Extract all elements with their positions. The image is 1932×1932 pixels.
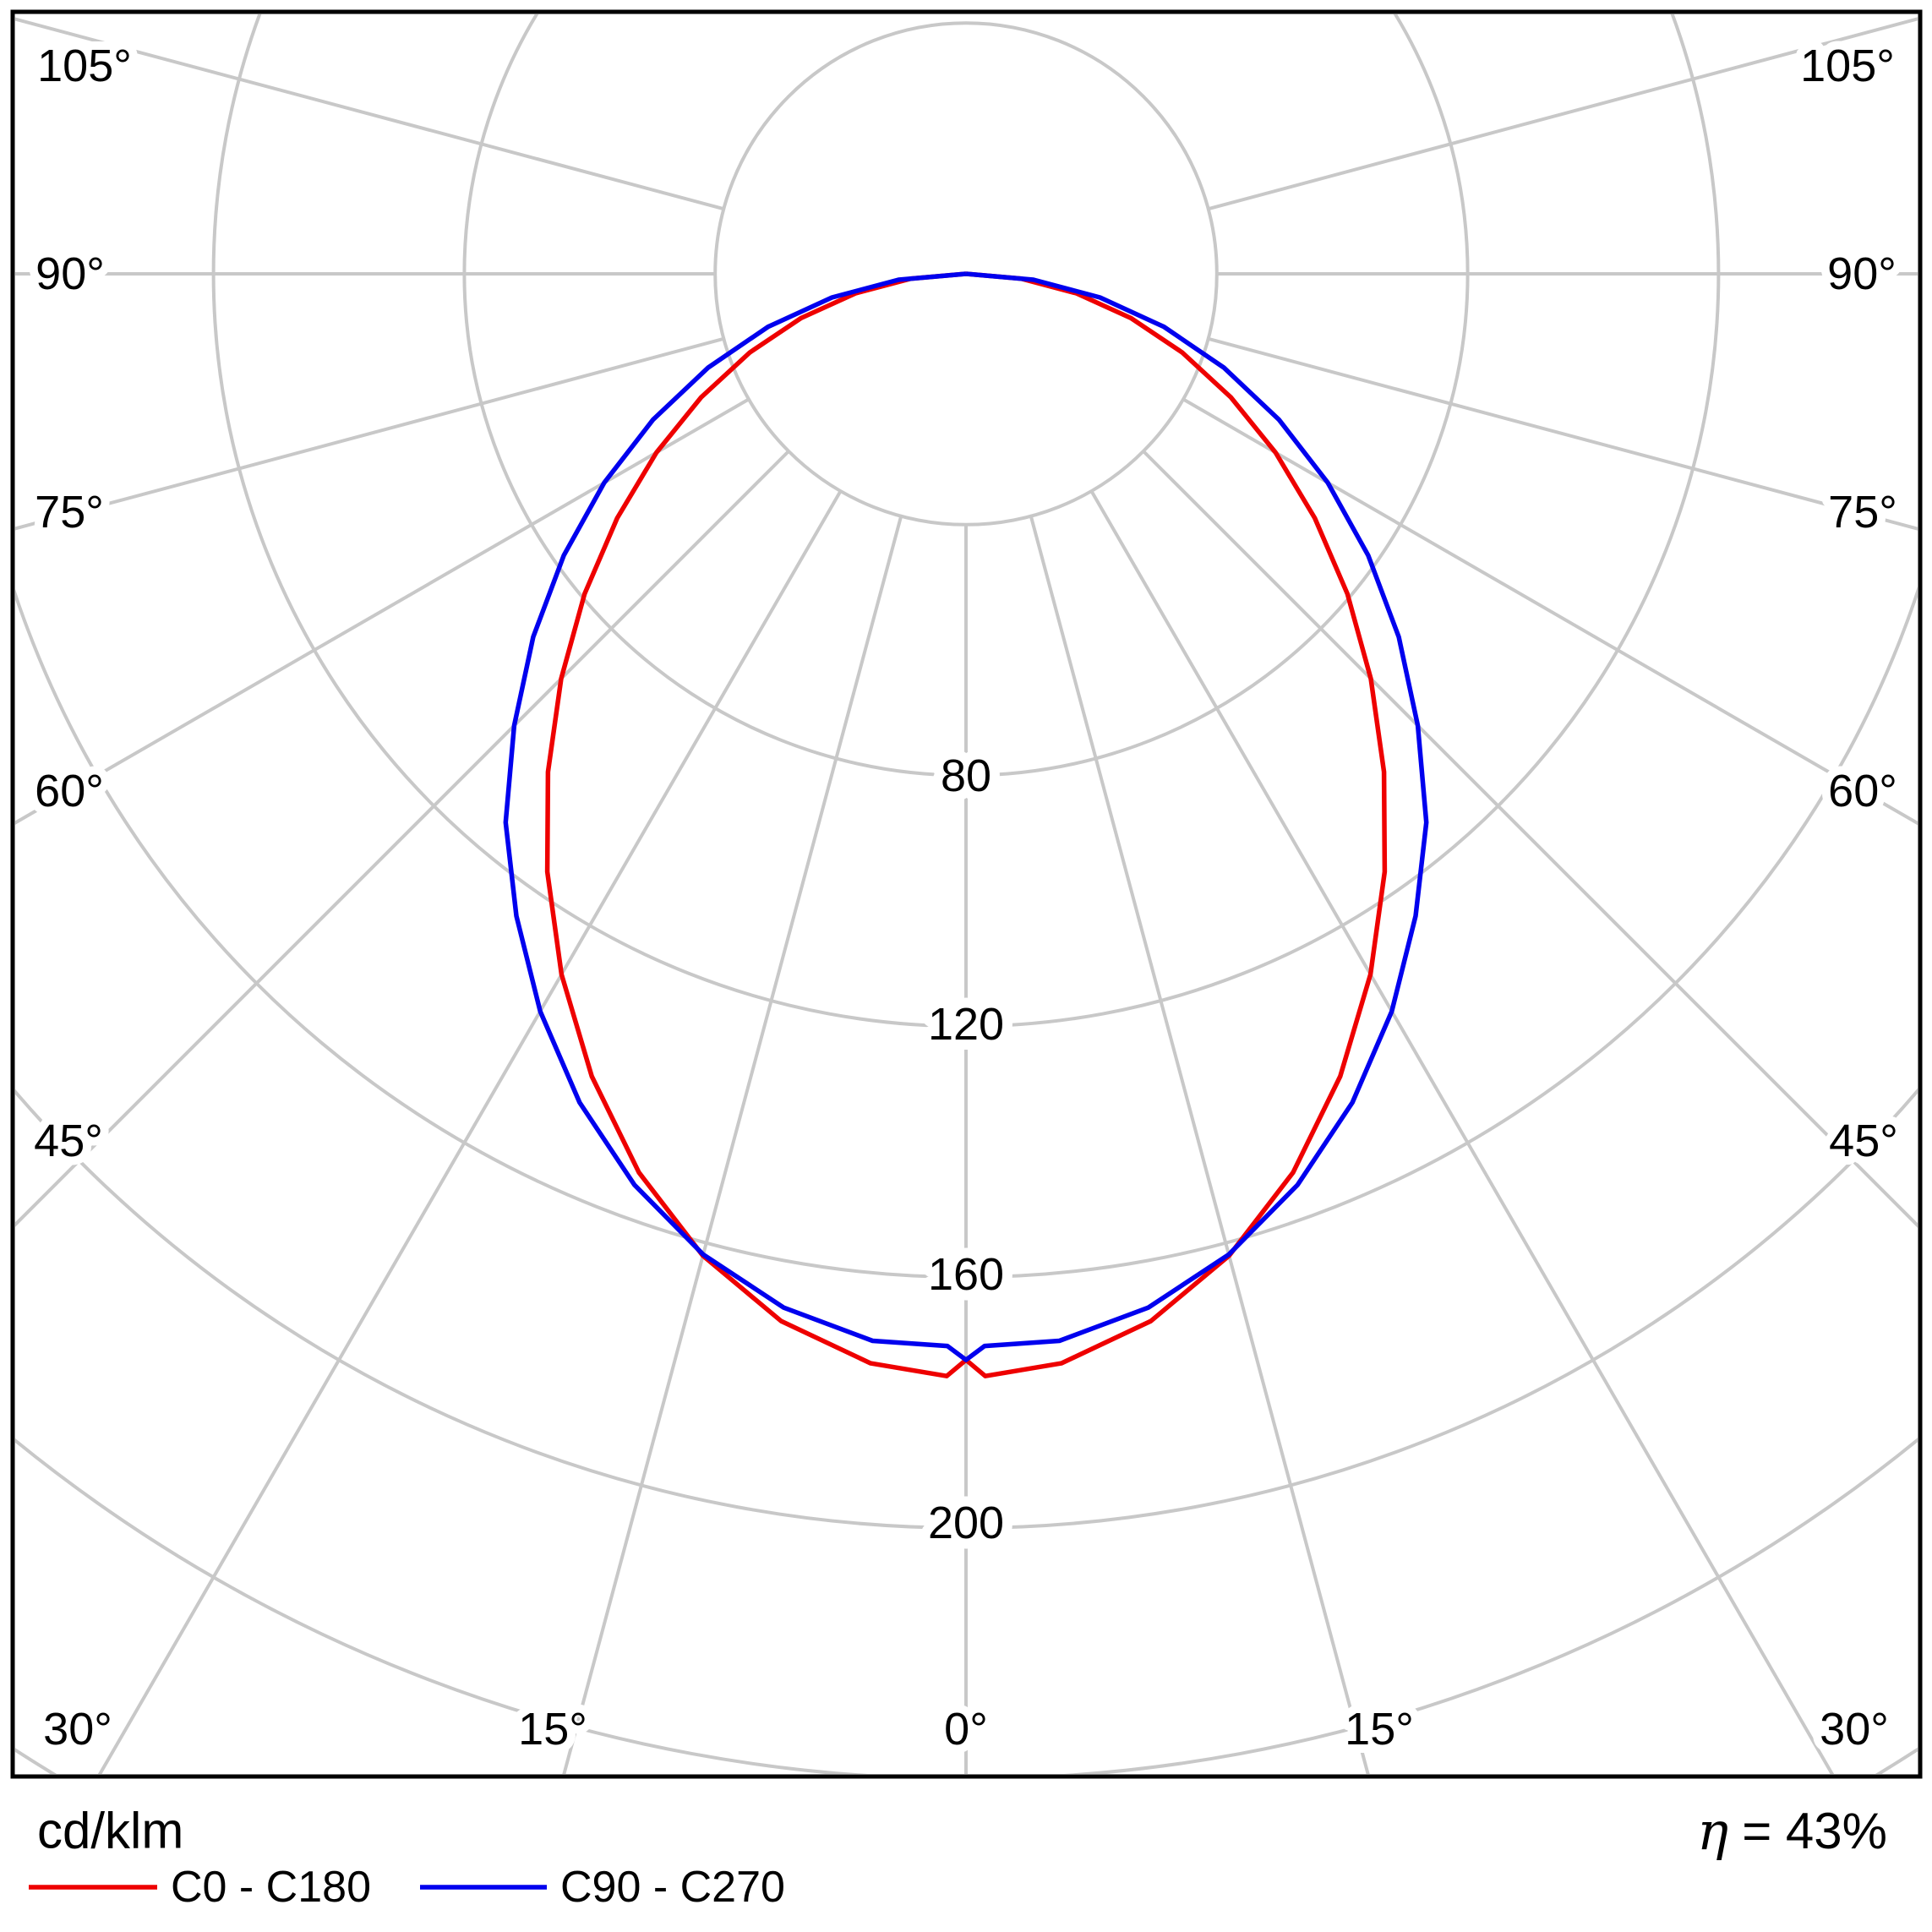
angle-tick-label: 90° [1827, 248, 1897, 299]
angle-tick-label: 30° [1820, 1704, 1889, 1755]
angle-tick-label: 15° [518, 1704, 587, 1755]
eta-symbol: η [1697, 1800, 1728, 1862]
grid-ray-60 [1182, 397, 1918, 826]
angle-tick-label: 0° [944, 1704, 988, 1755]
radial-tick-label: 80 [941, 750, 991, 801]
grid-ray-45 [1142, 450, 1918, 1228]
angle-tick-label: 15° [1345, 1704, 1414, 1755]
grid-ray--75 [15, 336, 724, 531]
grid-ray-30 [1089, 490, 1835, 1774]
angle-tick-label: 105° [1800, 41, 1895, 91]
angle-tick-label: 75° [1828, 487, 1897, 538]
grid-ray-105 [1208, 17, 1918, 211]
curves-layer [503, 271, 1429, 1378]
grid-ray--60 [15, 397, 750, 825]
curve-c90-c270 [503, 271, 1429, 1362]
efficiency-label: η = 43% [1697, 1800, 1887, 1862]
angle-tick-label: 45° [34, 1116, 103, 1166]
legend: C0 - C180 C90 - C270 [29, 1863, 785, 1912]
grid-ray--15 [562, 516, 903, 1774]
angle-tick-label: 60° [1828, 766, 1897, 816]
grid-ray--105 [15, 17, 724, 211]
efficiency-value: = 43% [1742, 1803, 1887, 1859]
angle-tick-label: 30° [43, 1704, 112, 1755]
radial-tick-label: 160 [928, 1249, 1004, 1300]
angle-tick-label: 90° [35, 248, 105, 299]
grid-ray-15 [1029, 516, 1370, 1774]
angle-tick-label: 60° [35, 766, 104, 816]
legend-label-c90-c270: C90 - C270 [560, 1863, 785, 1912]
radial-tick-label: 200 [928, 1498, 1004, 1548]
angle-tick-label: 105° [37, 41, 132, 91]
legend-label-c0-c180: C0 - C180 [171, 1863, 371, 1912]
unit-label: cd/klm [37, 1803, 183, 1859]
axis-labels-layer: 105° 90° 75° 60° 45° 105° 90° 75° 60° 45° 30° 15° 0°… [25, 32, 1907, 1763]
grid-ray--45 [15, 450, 790, 1227]
grid-ray--30 [97, 490, 843, 1774]
radial-tick-label: 120 [928, 999, 1004, 1050]
chart-frame [10, 9, 1923, 1779]
angle-tick-label: 75° [35, 487, 104, 538]
angle-tick-label: 45° [1829, 1116, 1898, 1166]
grid-ray-75 [1208, 336, 1918, 531]
